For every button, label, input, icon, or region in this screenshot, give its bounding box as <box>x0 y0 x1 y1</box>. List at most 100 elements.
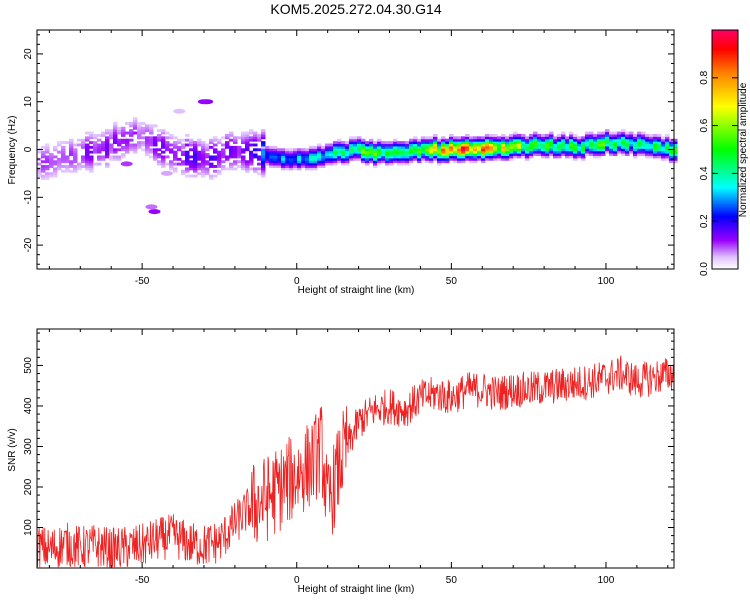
heatmap-cell <box>133 119 138 123</box>
heatmap-cell <box>433 138 438 142</box>
heatmap-cell <box>541 153 546 156</box>
heatmap-cell <box>593 133 598 137</box>
heatmap-cell <box>261 153 266 156</box>
heatmap-cell <box>49 157 54 161</box>
heatmap-cell <box>641 150 646 154</box>
heatmap-cell <box>297 153 302 156</box>
heatmap-cell <box>225 133 230 137</box>
y-tick-label: 100 <box>23 519 34 536</box>
heatmap-cell <box>269 155 274 159</box>
heatmap-cell <box>461 148 466 152</box>
heatmap-cell <box>461 157 466 161</box>
heatmap-cell <box>133 117 138 121</box>
heatmap-cell <box>477 148 482 152</box>
heatmap-cell <box>469 160 474 164</box>
heatmap-cell <box>641 153 646 156</box>
heatmap-cell <box>293 157 298 161</box>
colorbar: 0.00.20.40.60.8 Normalized spectral ampl… <box>699 29 749 276</box>
heatmap-cell <box>121 148 126 152</box>
heatmap-cell <box>585 148 590 152</box>
heatmap-cell <box>61 148 66 152</box>
heatmap-cell <box>497 138 502 142</box>
heatmap-cell <box>333 148 338 152</box>
heatmap-cell <box>193 157 198 161</box>
heatmap-cell <box>205 155 210 159</box>
heatmap-cell <box>337 143 342 147</box>
heatmap-cell <box>61 169 66 173</box>
heatmap-blob <box>145 204 158 210</box>
heatmap-cell <box>57 150 62 154</box>
heatmap-cell <box>85 160 90 164</box>
heatmap-cell <box>153 153 158 156</box>
heatmap-cell <box>605 143 610 147</box>
heatmap-cell <box>525 138 530 142</box>
heatmap-cell <box>133 150 138 154</box>
heatmap-cell <box>449 133 454 137</box>
heatmap-cell <box>389 162 394 166</box>
heatmap-cell <box>489 148 494 152</box>
heatmap-cell <box>473 153 478 156</box>
heatmap-cell <box>589 141 594 145</box>
heatmap-cell <box>657 155 662 159</box>
heatmap-cell <box>341 148 346 152</box>
heatmap-cell <box>289 162 294 166</box>
heatmap-cell <box>549 153 554 156</box>
heatmap-cell <box>105 138 110 142</box>
heatmap-cell <box>597 143 602 147</box>
heatmap-cell <box>281 155 286 159</box>
heatmap-cell <box>329 143 334 147</box>
heatmap-cell <box>137 124 142 128</box>
heatmap-cell <box>585 141 590 145</box>
heatmap-cell <box>233 153 238 156</box>
heatmap-cell <box>265 162 270 166</box>
heatmap-cell <box>445 160 450 164</box>
heatmap-cell <box>301 155 306 159</box>
heatmap-cell <box>73 143 78 147</box>
heatmap-cell <box>249 160 254 164</box>
heatmap-cell <box>577 153 582 156</box>
heatmap-cell <box>161 138 166 142</box>
heatmap-cell <box>501 157 506 161</box>
heatmap-cell <box>249 157 254 161</box>
heatmap-cell <box>429 143 434 147</box>
heatmap-cell <box>157 138 162 142</box>
heatmap-cell <box>209 138 214 142</box>
heatmap-cell <box>433 143 438 147</box>
heatmap-cell <box>149 155 154 159</box>
heatmap-cell <box>305 162 310 166</box>
heatmap-cell <box>605 145 610 149</box>
heatmap-cell <box>545 150 550 154</box>
heatmap-cell <box>193 165 198 168</box>
heatmap-cell <box>441 148 446 152</box>
heatmap-cell <box>669 145 674 149</box>
heatmap-cell <box>293 150 298 154</box>
heatmap-cell <box>633 141 638 145</box>
heatmap-cell <box>625 150 630 154</box>
heatmap-cell <box>473 150 478 154</box>
heatmap-cell <box>333 155 338 159</box>
heatmap-cell <box>109 133 114 137</box>
heatmap-cell <box>665 155 670 159</box>
heatmap-cell <box>537 153 542 156</box>
heatmap-cell <box>473 148 478 152</box>
heatmap-cell <box>589 148 594 152</box>
heatmap-cell <box>245 160 250 164</box>
heatmap-cell <box>245 167 250 171</box>
heatmap-cell <box>337 148 342 152</box>
heatmap-cell <box>613 138 618 142</box>
heatmap-cell <box>645 136 650 140</box>
heatmap-cell <box>413 136 418 140</box>
heatmap-cell <box>457 143 462 147</box>
heatmap-cell <box>37 150 42 154</box>
heatmap-cell <box>593 138 598 142</box>
heatmap-cell <box>469 155 474 159</box>
heatmap-cell <box>413 155 418 159</box>
heatmap-cell <box>637 133 642 137</box>
heatmap-cell <box>149 141 154 145</box>
heatmap-cell <box>85 155 90 159</box>
heatmap-cell <box>129 138 134 142</box>
heatmap-cell <box>601 145 606 149</box>
heatmap-cell <box>425 148 430 152</box>
heatmap-cell <box>421 143 426 147</box>
heatmap-cell <box>453 145 458 149</box>
